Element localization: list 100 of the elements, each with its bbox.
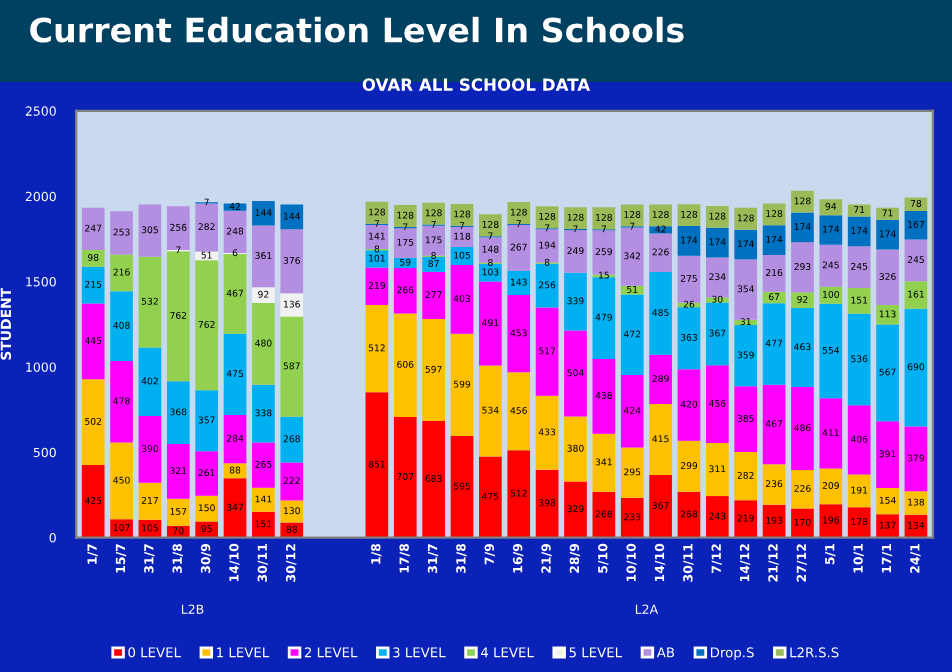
bar [422,225,445,256]
bar [876,249,899,306]
bar [564,207,587,229]
bar [110,442,133,520]
bar [252,201,275,226]
bar [138,482,162,520]
bar [904,239,928,282]
bar [195,390,219,452]
bar [450,265,474,334]
bar [252,287,275,303]
bar [847,204,871,217]
bar [734,500,758,538]
bar [791,292,814,309]
bar [110,291,133,361]
bar [422,256,445,272]
bar [422,271,445,320]
bar [365,304,389,393]
bar [81,207,105,250]
bar [791,470,814,509]
bar [81,465,105,538]
bar [252,302,275,385]
bar [195,495,219,522]
bar [620,285,644,295]
bar [223,210,247,254]
bar [734,452,758,501]
bar [81,303,105,380]
bar [507,372,531,451]
bar [223,414,247,464]
bar [166,251,190,382]
bar [819,303,843,399]
bar [280,416,304,463]
bar [592,358,616,434]
bar [904,491,928,515]
bar [166,498,190,526]
bar [195,203,219,252]
bar [393,268,417,314]
bar [620,375,644,448]
bar [734,325,758,387]
bar [450,436,474,538]
bar [847,288,871,314]
bar [876,305,899,325]
bar [479,281,502,366]
bar [734,229,758,260]
bar [762,254,786,292]
bar [166,381,190,445]
bar [649,474,672,538]
bar [479,263,502,282]
bar [705,302,729,366]
bar [365,267,389,305]
bar [280,229,304,294]
bar [280,462,304,501]
bar [223,478,247,538]
bar [507,225,531,271]
bar [677,226,701,256]
bar [819,199,843,216]
bar [564,230,587,273]
bar [649,204,672,227]
bar [507,450,531,538]
bar [223,333,247,415]
bar [592,433,616,492]
bar [649,272,672,355]
bar [507,295,531,373]
bar [110,360,133,443]
bar [592,230,616,275]
bar [791,242,814,293]
bar [734,259,758,320]
bar [819,504,843,538]
bar [564,481,587,538]
bar [705,227,729,258]
bar [393,313,417,417]
bar [280,204,304,230]
bar [280,316,304,417]
bar [479,237,502,263]
bar [535,469,559,538]
bar [138,347,162,417]
bar [252,487,275,512]
bar [705,297,729,303]
bar [819,244,843,287]
bar [819,468,843,505]
bar [365,250,389,268]
bar [847,313,871,406]
bar [166,444,190,499]
bar [535,263,559,308]
bar [564,416,587,482]
bar [904,281,928,309]
bar [138,256,162,348]
bar [904,426,928,492]
bar [847,474,871,508]
bar [195,260,219,391]
bar [535,307,559,396]
bar [110,254,133,292]
bar [393,416,417,538]
bar [507,202,531,224]
bar [479,365,502,457]
bar [819,215,843,245]
bar [762,384,786,465]
bar [422,421,445,538]
bar [762,303,786,385]
bar [620,227,644,286]
bar [110,211,133,255]
